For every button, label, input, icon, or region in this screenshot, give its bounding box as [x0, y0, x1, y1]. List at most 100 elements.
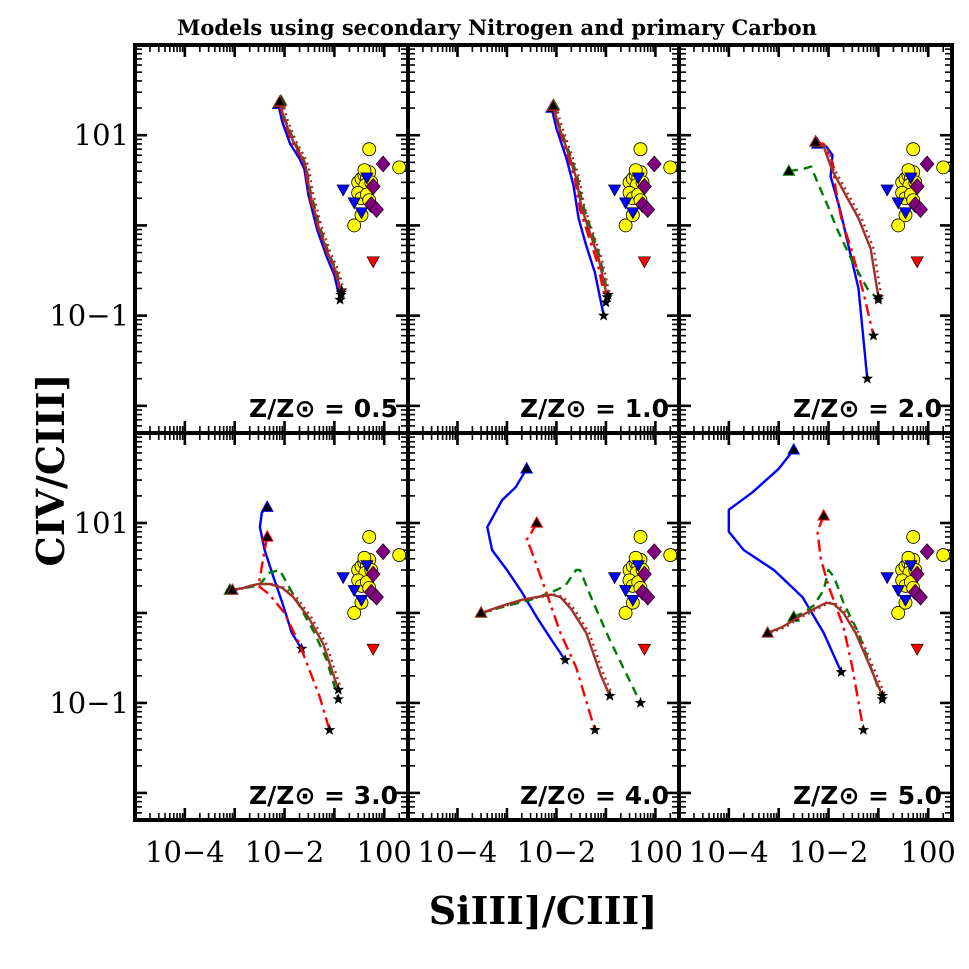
panel-plot-area	[782, 134, 951, 384]
observation-circle	[936, 548, 951, 562]
panel-plot-area	[474, 461, 678, 735]
observation-blue-triangle	[631, 172, 645, 185]
panel-frame	[677, 43, 954, 435]
model-track-green	[229, 568, 340, 700]
observation-diamond	[909, 178, 925, 195]
panel-plot-area	[223, 500, 407, 735]
observation-circle	[392, 548, 407, 562]
track-end-marker	[559, 654, 571, 665]
track-end-marker	[867, 329, 880, 341]
observation-diamond	[919, 543, 935, 561]
y-tick-label: 101	[74, 506, 129, 540]
observation-blue-triangle	[898, 207, 913, 220]
x-axis-label: SiIII]/CIII]	[429, 888, 658, 933]
track-end-marker	[604, 689, 616, 701]
model-track-brown	[278, 101, 343, 293]
observation-blue-triangle	[336, 572, 350, 585]
track-end-marker	[876, 693, 888, 705]
panel-frame	[133, 43, 410, 435]
observation-diamond	[637, 178, 652, 195]
observation-diamond	[369, 201, 384, 218]
panel-metallicity-label: Z/Z⊙ = 4.0	[520, 781, 669, 810]
observation-circle	[663, 160, 678, 175]
track-start-marker	[520, 461, 534, 474]
observation-diamond	[646, 543, 662, 561]
observation-blue-triangle	[354, 207, 369, 220]
observation-diamond	[365, 565, 381, 583]
x-tick-label: 100	[901, 835, 956, 869]
x-tick-label: 10−2	[245, 835, 325, 869]
track-start-marker	[787, 442, 801, 455]
model-track-blue	[817, 142, 869, 379]
panel-3: Z/Z⊙ = 2.0	[677, 43, 954, 435]
track-start-marker	[530, 515, 544, 528]
model-track-brown	[480, 593, 611, 697]
model-track-brown	[232, 582, 340, 691]
model-track-blue	[727, 449, 843, 673]
observation-diamond	[640, 588, 656, 606]
model-track-blue	[486, 468, 567, 661]
observation-blue-triangle	[891, 197, 905, 210]
track-end-marker	[332, 683, 344, 695]
track-end-marker	[857, 724, 870, 735]
model-track-green	[793, 568, 884, 700]
observation-circle	[906, 530, 921, 544]
model-track-brown	[815, 140, 880, 298]
track-end-marker	[589, 724, 601, 735]
panel-2: Z/Z⊙ = 1.0	[406, 43, 681, 435]
x-tick-label: 100	[357, 835, 412, 869]
observation-blue-triangle	[607, 184, 622, 197]
track-start-marker	[782, 164, 796, 176]
track-end-marker	[601, 291, 613, 303]
x-tick-label: 10−2	[789, 835, 869, 869]
observation-circle	[891, 606, 906, 620]
observation-blue-triangle	[607, 572, 622, 585]
panel-plot-area	[271, 93, 407, 305]
track-start-marker	[474, 605, 488, 618]
observation-blue-triangle	[631, 560, 645, 573]
panel-metallicity-label: Z/Z⊙ = 2.0	[793, 394, 942, 423]
model-track-green	[552, 104, 610, 296]
observation-diamond	[365, 178, 381, 195]
track-start-marker	[260, 529, 274, 542]
observation-circle	[347, 218, 362, 233]
observation-circle	[347, 606, 362, 620]
track-start-marker	[809, 135, 823, 147]
track-end-marker	[600, 296, 612, 308]
track-start-marker	[225, 582, 239, 595]
model-track-green	[788, 165, 880, 301]
track-start-marker	[817, 508, 831, 521]
panel-plot-area	[727, 442, 951, 735]
observation-circle	[633, 530, 648, 544]
observation-red-triangle	[366, 643, 380, 656]
model-track-brown-dotted	[555, 105, 612, 298]
observation-diamond	[909, 565, 925, 583]
observation-circle	[392, 160, 407, 175]
y-tick-label: 101	[74, 118, 129, 152]
x-tick-label: 10−4	[418, 835, 498, 869]
observation-blue-triangle	[618, 585, 633, 598]
model-track-green	[480, 568, 642, 704]
track-end-marker	[876, 689, 888, 701]
observation-diamond	[640, 201, 656, 218]
panel-metallicity-label: Z/Z⊙ = 3.0	[249, 781, 398, 810]
observation-circle	[618, 606, 633, 620]
track-start-marker	[273, 94, 287, 107]
observation-blue-triangle	[360, 172, 374, 185]
observation-blue-triangle	[891, 585, 905, 598]
model-track-red	[257, 536, 331, 731]
observation-blue-triangle	[880, 572, 894, 585]
x-tick-label: 10−4	[689, 835, 769, 869]
track-end-marker	[335, 286, 347, 298]
track-end-marker	[861, 372, 873, 384]
track-start-marker	[260, 500, 274, 512]
panel-frame	[406, 43, 681, 435]
observation-red-triangle	[366, 256, 380, 269]
observation-blue-triangle	[898, 594, 913, 607]
observation-blue-triangle	[336, 184, 350, 197]
model-track-brown-dotted	[281, 101, 346, 293]
x-tick-label: 10−4	[145, 835, 225, 869]
model-track-brown-dotted	[483, 593, 614, 697]
observation-blue-triangle	[904, 172, 918, 185]
